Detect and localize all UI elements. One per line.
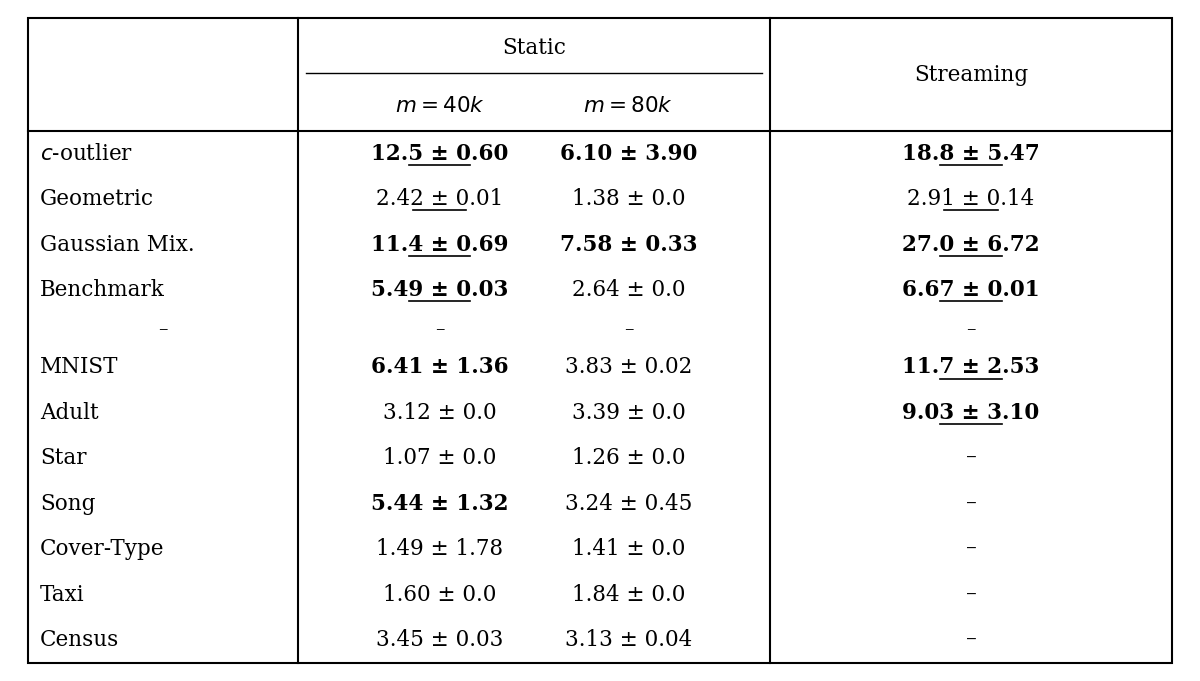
Text: 5.49 ± 0.03: 5.49 ± 0.03 (371, 279, 509, 301)
Text: 1.84 ± 0.0: 1.84 ± 0.0 (571, 584, 685, 606)
Text: 3.83 ± 0.02: 3.83 ± 0.02 (565, 356, 692, 379)
Text: Benchmark: Benchmark (40, 279, 164, 301)
Text: 5.44 ± 1.32: 5.44 ± 1.32 (371, 493, 509, 515)
Text: 2.42 ± 0.01: 2.42 ± 0.01 (376, 188, 503, 210)
Text: MNIST: MNIST (40, 356, 119, 379)
Text: 6.67 ± 0.01: 6.67 ± 0.01 (902, 279, 1040, 301)
Text: 3.39 ± 0.0: 3.39 ± 0.0 (571, 402, 685, 424)
Text: 1.38 ± 0.0: 1.38 ± 0.0 (571, 188, 685, 210)
Text: –: – (966, 320, 976, 338)
Text: –: – (966, 538, 977, 560)
Text: 6.41 ± 1.36: 6.41 ± 1.36 (371, 356, 509, 379)
Text: –: – (624, 320, 634, 338)
Text: Star: Star (40, 447, 86, 469)
Text: 3.45 ± 0.03: 3.45 ± 0.03 (376, 629, 503, 651)
Text: Census: Census (40, 629, 119, 651)
Text: 6.10 ± 3.90: 6.10 ± 3.90 (559, 143, 697, 165)
Text: 18.8 ± 5.47: 18.8 ± 5.47 (902, 143, 1040, 165)
Text: Streaming: Streaming (914, 63, 1028, 86)
Text: –: – (966, 629, 977, 651)
Text: Song: Song (40, 493, 96, 515)
Text: 2.91 ± 0.14: 2.91 ± 0.14 (907, 188, 1034, 210)
Text: 11.4 ± 0.69: 11.4 ± 0.69 (371, 234, 509, 255)
Text: 1.60 ± 0.0: 1.60 ± 0.0 (383, 584, 497, 606)
Text: 9.03 ± 3.10: 9.03 ± 3.10 (902, 402, 1039, 424)
Text: $m = 80k$: $m = 80k$ (583, 95, 673, 117)
Text: 27.0 ± 6.72: 27.0 ± 6.72 (902, 234, 1040, 255)
Text: –: – (966, 584, 977, 606)
Text: 2.64 ± 0.0: 2.64 ± 0.0 (571, 279, 685, 301)
Text: Cover-Type: Cover-Type (40, 538, 164, 560)
Text: 1.26 ± 0.0: 1.26 ± 0.0 (571, 447, 685, 469)
Text: 3.24 ± 0.45: 3.24 ± 0.45 (565, 493, 692, 515)
Text: Gaussian Mix.: Gaussian Mix. (40, 234, 194, 255)
Text: –: – (966, 447, 977, 469)
Text: Static: Static (502, 37, 566, 59)
Text: Adult: Adult (40, 402, 98, 424)
Text: 11.7 ± 2.53: 11.7 ± 2.53 (902, 356, 1039, 379)
Text: 3.12 ± 0.0: 3.12 ± 0.0 (383, 402, 497, 424)
Text: Taxi: Taxi (40, 584, 85, 606)
Text: –: – (434, 320, 444, 338)
Text: 1.07 ± 0.0: 1.07 ± 0.0 (383, 447, 497, 469)
Text: 12.5 ± 0.60: 12.5 ± 0.60 (371, 143, 509, 165)
Text: $m = 40k$: $m = 40k$ (395, 95, 485, 117)
Text: –: – (158, 320, 168, 338)
Text: –: – (966, 493, 977, 515)
Text: 1.41 ± 0.0: 1.41 ± 0.0 (571, 538, 685, 560)
Text: $c$-outlier: $c$-outlier (40, 143, 133, 165)
Text: Geometric: Geometric (40, 188, 154, 210)
Text: 3.13 ± 0.04: 3.13 ± 0.04 (565, 629, 692, 651)
Text: 1.49 ± 1.78: 1.49 ± 1.78 (376, 538, 503, 560)
Text: 7.58 ± 0.33: 7.58 ± 0.33 (559, 234, 697, 255)
